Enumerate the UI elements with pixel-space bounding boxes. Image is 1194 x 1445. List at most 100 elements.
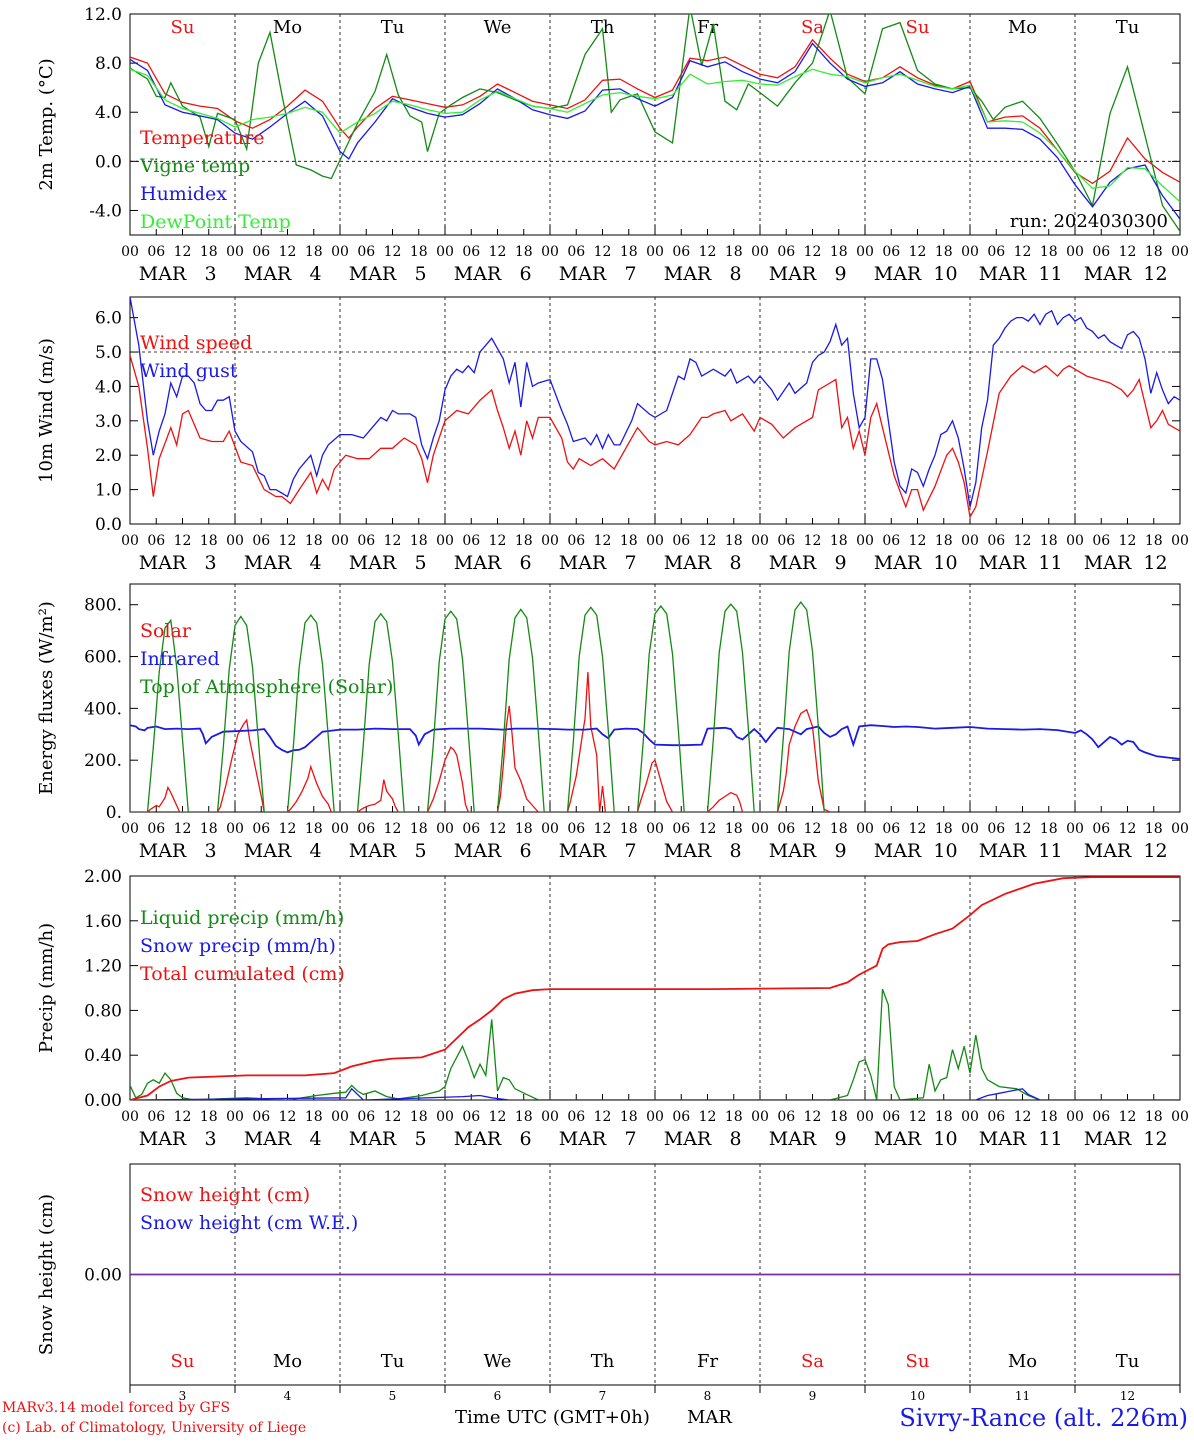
month-label: MAR [559, 1128, 607, 1150]
hour-tick-label: 18 [1040, 1109, 1058, 1125]
hour-tick-label: 06 [357, 244, 375, 260]
hour-tick-label: 06 [987, 244, 1005, 260]
date-label: 4 [309, 552, 321, 574]
hour-tick-label: 18 [935, 1109, 953, 1125]
hour-tick-label: 06 [462, 1109, 480, 1125]
hour-tick-label: 12 [279, 533, 297, 549]
weekday-label: Su [906, 1351, 930, 1372]
month-label: MAR [769, 552, 817, 574]
hour-tick-label: 06 [567, 533, 585, 549]
hour-tick-label: 06 [672, 244, 690, 260]
hour-tick-label: 12 [804, 244, 822, 260]
y-tick-label: -4.0 [89, 201, 122, 221]
hour-tick-label: 12 [279, 1109, 297, 1125]
month-label: MAR [454, 263, 502, 285]
station-name: Sivry-Rance (alt. 226m) [899, 1404, 1188, 1432]
date-label: 7 [624, 552, 636, 574]
hour-tick-label: 00 [1171, 1109, 1189, 1125]
hour-tick-label: 18 [725, 1109, 743, 1125]
date-label: 10 [933, 552, 957, 574]
credit-line-1: MARv3.14 model forced by GFS [2, 1400, 230, 1416]
hour-tick-label: 18 [725, 533, 743, 549]
month-label: MAR [139, 552, 187, 574]
hour-tick-label: 06 [987, 821, 1005, 837]
legend-entry: Vigne temp [139, 155, 250, 177]
hour-tick-label: 06 [147, 533, 165, 549]
y-tick-label: 0.0 [95, 152, 122, 172]
hour-tick-label: 12 [384, 1109, 402, 1125]
y-axis-label: 2m Temp. (°C) [36, 58, 57, 190]
y-tick-label: 200. [84, 751, 122, 771]
date-label: 10 [933, 840, 957, 862]
month-label: MAR [244, 263, 292, 285]
panel-5: 0.00 Snow height (cm) Su Mo Tu We Th Fr Sa Su Mo Tu… [36, 1163, 1181, 1403]
hour-tick-label: 00 [541, 1109, 559, 1125]
date-label: 9 [834, 1128, 846, 1150]
y-tick-label: 0.00 [84, 1266, 122, 1286]
date-label: 6 [519, 552, 531, 574]
hour-tick-label: 06 [147, 1109, 165, 1125]
hour-tick-label: 00 [331, 1109, 349, 1125]
series-line-vigne-temp [130, 14, 1180, 232]
date-label: 7 [624, 263, 636, 285]
hour-tick-label: 00 [646, 244, 664, 260]
month-label: MAR [559, 552, 607, 574]
hour-tick-label: 18 [1040, 244, 1058, 260]
hour-tick-label: 18 [515, 1109, 533, 1125]
legend-entry: Wind gust [140, 360, 238, 382]
hour-tick-label: 06 [987, 1109, 1005, 1125]
weekday-label: Tu [1116, 17, 1140, 38]
month-label: MAR [664, 552, 712, 574]
hour-tick-label: 18 [620, 244, 638, 260]
y-tick-label: 5.0 [95, 343, 122, 363]
month-label: MAR [664, 840, 712, 862]
hour-tick-label: 18 [515, 821, 533, 837]
hour-tick-label: 06 [882, 533, 900, 549]
hour-tick-label: 06 [567, 244, 585, 260]
date-label: 6 [519, 263, 531, 285]
hour-tick-label: 00 [541, 533, 559, 549]
hour-tick-label: 06 [882, 244, 900, 260]
date-label: 6 [494, 1389, 502, 1403]
hour-tick-label: 06 [147, 821, 165, 837]
panel-3: 0. 200. 400. 600. 800. Energy fluxes (W/m²) 00… [36, 583, 1189, 862]
weekday-label: Th [591, 1351, 615, 1372]
hour-tick-label: 06 [1092, 1109, 1110, 1125]
month-label: MAR [349, 840, 397, 862]
footer: MARv3.14 model forced by GFS (c) Lab. of … [2, 1400, 1188, 1436]
hour-tick-label: 12 [804, 1109, 822, 1125]
hour-tick-label: 18 [830, 533, 848, 549]
hour-tick-label: 00 [856, 533, 874, 549]
date-label: 4 [309, 840, 321, 862]
month-label: MAR [559, 840, 607, 862]
hour-tick-label: 12 [489, 244, 507, 260]
hour-tick-label: 18 [200, 821, 218, 837]
hour-tick-label: 12 [384, 244, 402, 260]
x-axis-label: Time UTC (GMT+0h) [455, 1407, 650, 1428]
hour-tick-label: 00 [121, 244, 139, 260]
legend-entry: Liquid precip (mm/h) [140, 907, 344, 929]
hour-tick-label: 12 [1014, 533, 1032, 549]
hour-tick-label: 00 [1171, 244, 1189, 260]
date-label: 7 [599, 1389, 607, 1403]
hour-tick-label: 12 [804, 533, 822, 549]
hour-tick-label: 00 [436, 244, 454, 260]
month-label: MAR [874, 263, 922, 285]
hour-tick-label: 18 [1040, 533, 1058, 549]
panel-1: -4.00.04.08.012.02m Temp. (°C)Su Mo Tu We Th… [36, 5, 1189, 285]
hour-tick-label: 18 [620, 533, 638, 549]
date-label: 9 [809, 1389, 817, 1403]
hour-tick-label: 12 [909, 244, 927, 260]
hour-tick-label: 18 [305, 533, 323, 549]
hour-tick-label: 06 [252, 533, 270, 549]
hour-tick-label: 18 [1145, 533, 1163, 549]
month-label: MAR [349, 1128, 397, 1150]
month-label: MAR [769, 1128, 817, 1150]
hour-tick-label: 18 [830, 821, 848, 837]
month-label: MAR [454, 1128, 502, 1150]
legend-entry: Solar [140, 620, 192, 642]
y-axis-label: 10m Wind (m/s) [36, 338, 57, 483]
date-label: 4 [309, 1128, 321, 1150]
hour-tick-label: 00 [331, 821, 349, 837]
hour-tick-label: 12 [174, 244, 192, 260]
